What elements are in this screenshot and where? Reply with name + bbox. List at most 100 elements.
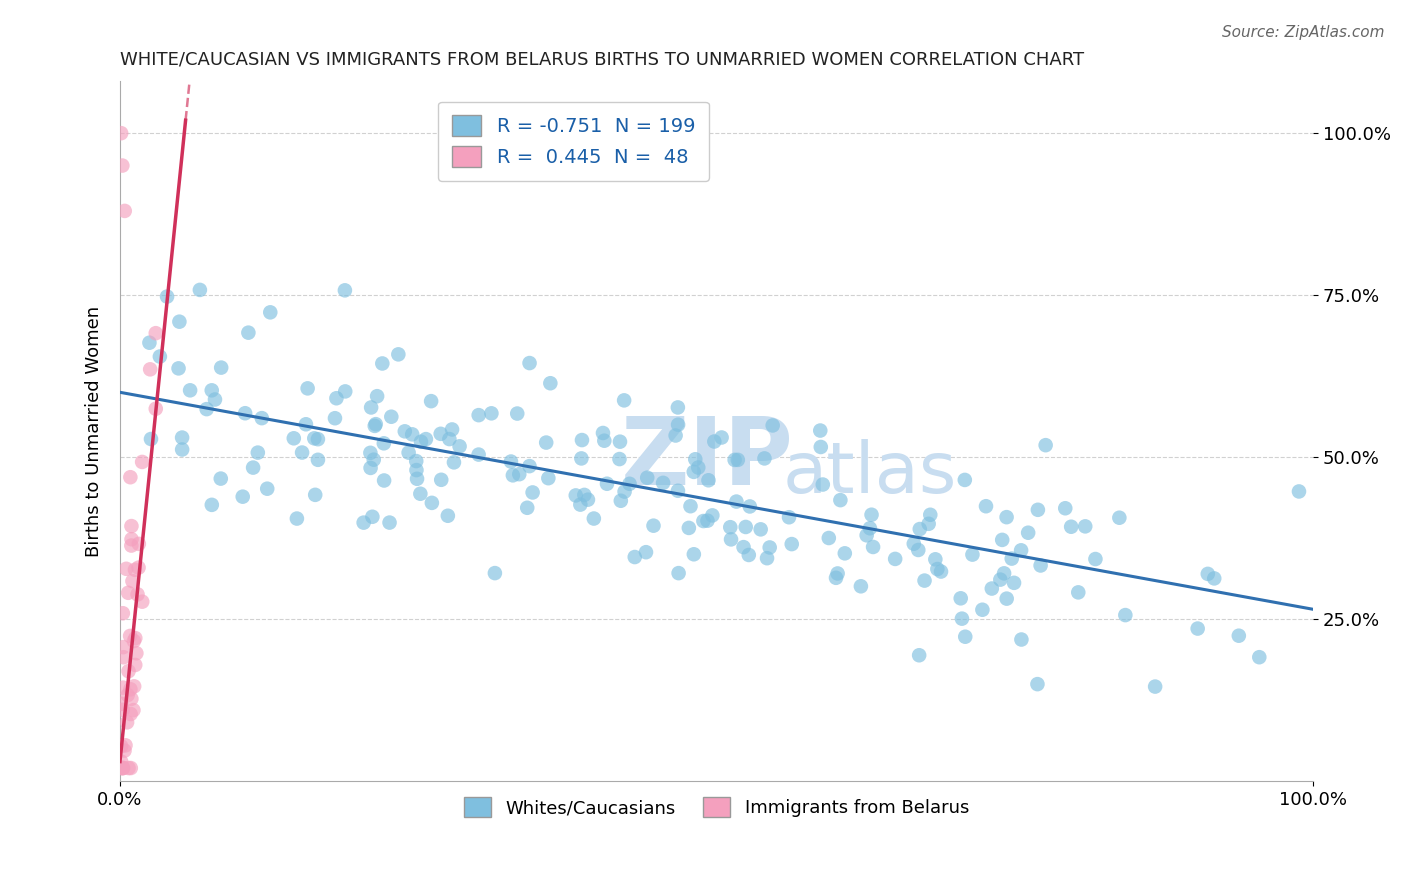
Point bbox=[172, 431, 194, 445]
Point bbox=[467, 408, 489, 422]
Point bbox=[115, 562, 138, 576]
Point bbox=[1026, 677, 1049, 691]
Point bbox=[609, 434, 631, 449]
Point bbox=[139, 432, 162, 446]
Point bbox=[233, 406, 256, 420]
Point bbox=[519, 459, 541, 474]
Point bbox=[167, 361, 190, 376]
Point bbox=[666, 401, 689, 415]
Point bbox=[613, 393, 636, 408]
Point bbox=[733, 540, 755, 554]
Point bbox=[353, 516, 375, 530]
Point bbox=[1026, 503, 1049, 517]
Point bbox=[259, 305, 281, 319]
Point bbox=[169, 315, 191, 329]
Point bbox=[110, 755, 132, 769]
Point bbox=[1002, 575, 1025, 590]
Point bbox=[120, 519, 142, 533]
Point bbox=[929, 565, 952, 579]
Point bbox=[122, 703, 145, 717]
Point bbox=[1197, 566, 1219, 581]
Point bbox=[110, 739, 132, 754]
Point bbox=[702, 508, 724, 523]
Point bbox=[335, 384, 357, 399]
Point bbox=[522, 485, 544, 500]
Point bbox=[115, 715, 138, 730]
Point bbox=[593, 434, 616, 448]
Point bbox=[121, 574, 143, 588]
Point bbox=[643, 518, 665, 533]
Point bbox=[903, 537, 925, 551]
Point bbox=[817, 531, 839, 545]
Point bbox=[124, 631, 146, 645]
Y-axis label: Births to Unmarried Women: Births to Unmarried Women bbox=[86, 306, 103, 557]
Point bbox=[780, 537, 803, 551]
Point bbox=[623, 549, 645, 564]
Point bbox=[565, 488, 588, 502]
Point bbox=[387, 347, 409, 361]
Point bbox=[122, 634, 145, 648]
Point bbox=[120, 761, 142, 775]
Point bbox=[139, 362, 162, 376]
Point bbox=[972, 603, 994, 617]
Point bbox=[138, 335, 160, 350]
Point bbox=[122, 679, 145, 693]
Text: atlas: atlas bbox=[782, 439, 956, 508]
Point bbox=[437, 508, 460, 523]
Point bbox=[110, 697, 132, 711]
Point bbox=[149, 350, 172, 364]
Point bbox=[808, 424, 831, 438]
Point bbox=[242, 460, 264, 475]
Point bbox=[111, 761, 134, 775]
Point bbox=[1204, 571, 1226, 585]
Point bbox=[1144, 680, 1167, 694]
Point bbox=[571, 433, 593, 447]
Point bbox=[406, 472, 429, 486]
Point bbox=[596, 476, 619, 491]
Point bbox=[359, 446, 381, 460]
Point bbox=[538, 376, 561, 391]
Point bbox=[1187, 622, 1209, 636]
Point bbox=[1288, 484, 1310, 499]
Point bbox=[685, 452, 707, 467]
Point bbox=[1029, 558, 1052, 573]
Point bbox=[401, 427, 423, 442]
Point bbox=[718, 520, 741, 534]
Point bbox=[363, 452, 385, 467]
Point bbox=[364, 418, 387, 433]
Point bbox=[131, 595, 153, 609]
Point bbox=[610, 493, 633, 508]
Point bbox=[360, 461, 382, 475]
Point bbox=[668, 566, 690, 581]
Point bbox=[333, 283, 356, 297]
Point bbox=[991, 533, 1014, 547]
Point bbox=[682, 547, 704, 561]
Point bbox=[1054, 501, 1077, 516]
Point bbox=[420, 496, 443, 510]
Point bbox=[756, 551, 779, 566]
Point bbox=[110, 126, 132, 140]
Point bbox=[120, 629, 142, 643]
Point bbox=[924, 552, 946, 566]
Point bbox=[373, 436, 395, 450]
Point bbox=[849, 579, 872, 593]
Point bbox=[378, 516, 401, 530]
Point bbox=[405, 463, 427, 477]
Point bbox=[441, 422, 464, 436]
Point bbox=[373, 474, 395, 488]
Point bbox=[665, 428, 688, 442]
Point bbox=[415, 432, 437, 446]
Point bbox=[574, 488, 596, 502]
Point bbox=[1108, 510, 1130, 524]
Point bbox=[364, 417, 387, 432]
Point bbox=[652, 475, 675, 490]
Point bbox=[974, 500, 997, 514]
Point bbox=[232, 490, 254, 504]
Point bbox=[467, 448, 489, 462]
Point bbox=[724, 453, 747, 467]
Point bbox=[405, 454, 427, 468]
Point bbox=[120, 539, 142, 553]
Point bbox=[613, 484, 636, 499]
Point bbox=[121, 533, 143, 547]
Point bbox=[209, 472, 232, 486]
